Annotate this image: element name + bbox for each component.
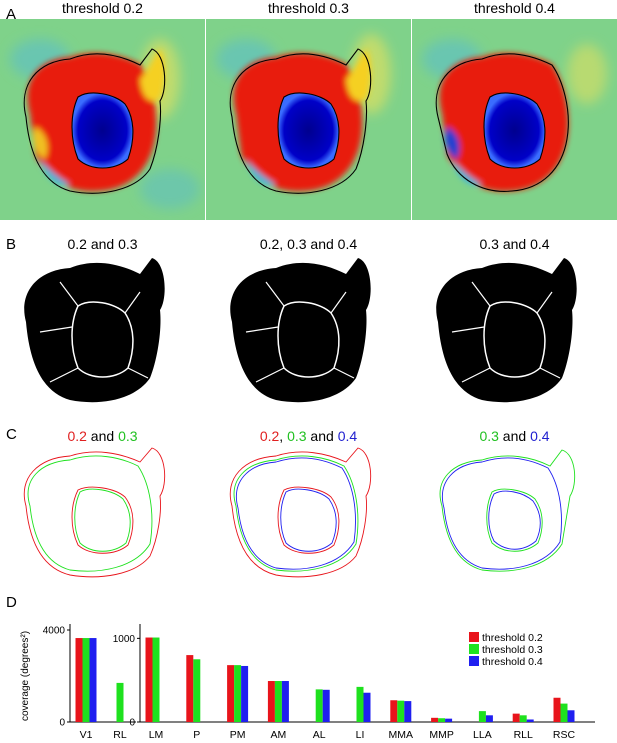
category-label-am: AM	[271, 729, 287, 741]
outline-label-3: 0.3 and 0.4	[412, 428, 617, 444]
outline-label-2-part-4: and	[306, 428, 338, 444]
category-label-pm: PM	[230, 729, 246, 741]
bar-p-1	[186, 655, 194, 722]
y-tick-label: 1000	[113, 634, 136, 645]
heatmap-threshold-2	[206, 19, 411, 220]
bar-am-2	[274, 681, 282, 722]
bar-al-3	[322, 689, 330, 722]
bar-li-3	[363, 692, 371, 722]
y-tick-label: 4000	[43, 626, 66, 637]
legend-label-3: threshold 0.4	[482, 656, 543, 668]
category-label-rsc: RSC	[553, 729, 576, 741]
heatmap-title-2: threshold 0.3	[268, 0, 349, 16]
y-tick-label: 0	[59, 718, 65, 729]
overlap-silhouette-2	[206, 252, 411, 420]
bar-am-1	[267, 681, 275, 722]
outline-label-2: 0.2, 0.3 and 0.4	[206, 428, 411, 444]
outline-label-2-part-3: 0.3	[287, 428, 307, 444]
legend-swatch-3	[469, 656, 479, 666]
category-label-al: AL	[313, 729, 326, 741]
panel-c-letter: C	[6, 426, 17, 443]
bar-mma-1	[390, 700, 398, 722]
outline-label-2-part-5: 0.4	[337, 428, 358, 444]
outline-overlay-3	[412, 444, 617, 588]
legend-swatch-1	[469, 632, 479, 642]
category-label-v1: V1	[80, 729, 93, 741]
legend-label-2: threshold 0.3	[482, 644, 543, 656]
overlap-label-1: 0.2 and 0.3	[67, 236, 138, 252]
bar-p-2	[193, 659, 201, 722]
legend-label-1: threshold 0.2	[482, 632, 543, 644]
overlap-silhouette-1	[0, 252, 205, 420]
heatmap-title-1: threshold 0.2	[62, 0, 143, 16]
bar-li-2	[356, 686, 364, 722]
category-label-p: P	[193, 729, 200, 741]
heatmap-title-3: threshold 0.4	[474, 0, 555, 16]
bar-rll-3	[526, 719, 534, 722]
bar-rsc-1	[553, 697, 561, 722]
bar-v1-1	[75, 638, 83, 722]
bar-mmp-1	[431, 717, 439, 722]
panel-a-letter: A	[6, 6, 17, 23]
bar-v1-3	[89, 638, 97, 722]
bar-rll-2	[519, 715, 527, 722]
outline-label-3-part-2: and	[498, 428, 531, 444]
bar-pm-1	[227, 665, 235, 722]
bar-mmp-2	[438, 718, 446, 722]
panel-d-letter: D	[6, 594, 17, 611]
panel-b-letter: B	[6, 236, 17, 253]
overlap-label-3: 0.3 and 0.4	[479, 236, 550, 252]
outline-overlay-1	[0, 444, 205, 588]
category-label-lm: LM	[149, 729, 164, 741]
category-label-rl: RL	[113, 729, 127, 741]
legend-swatch-2	[469, 644, 479, 654]
category-label-lla: LLA	[473, 729, 492, 741]
outline-label-1-part-3: 0.3	[118, 428, 138, 444]
outline-label-2-part-2: ,	[279, 428, 288, 444]
outline-label-1-part-2: and	[86, 428, 119, 444]
outline-label-1-part-1: 0.2	[67, 428, 87, 444]
outline-label-3-part-1: 0.3	[479, 428, 499, 444]
bar-v1-2	[82, 638, 90, 722]
bar-pm-2	[234, 665, 242, 722]
bar-rl-2	[116, 682, 124, 722]
bar-am-3	[281, 681, 289, 722]
outline-label-3-part-3: 0.4	[530, 428, 550, 444]
bar-rll-1	[512, 713, 520, 722]
heatmap-threshold-3	[412, 19, 617, 220]
bar-lm-2	[152, 637, 160, 722]
bar-pm-3	[241, 665, 249, 722]
overlap-label-2: 0.2, 0.3 and 0.4	[259, 236, 358, 252]
bar-rsc-2	[560, 703, 568, 722]
y-tick-label: 0	[129, 718, 135, 729]
heatmap-threshold-1	[0, 19, 205, 220]
overlap-silhouette-3	[412, 252, 617, 420]
outline-label-2-part-1: 0.2	[259, 428, 280, 444]
category-label-li: LI	[356, 729, 365, 741]
outline-label-1: 0.2 and 0.3	[0, 428, 205, 444]
category-label-rll: RLL	[514, 729, 533, 741]
bar-rsc-3	[567, 710, 575, 722]
bar-lm-1	[145, 637, 153, 722]
bar-mmp-3	[445, 718, 453, 722]
category-label-mma: MMA	[389, 729, 414, 741]
bar-al-2	[315, 689, 323, 722]
bar-lla-2	[478, 711, 486, 722]
outline-overlay-2	[206, 444, 411, 588]
category-label-mmp: MMP	[429, 729, 454, 741]
y-axis-label: coverage (degrees²)	[20, 631, 31, 721]
bar-mma-2	[397, 700, 405, 722]
bar-mma-3	[404, 701, 412, 722]
bar-lla-3	[485, 715, 493, 722]
